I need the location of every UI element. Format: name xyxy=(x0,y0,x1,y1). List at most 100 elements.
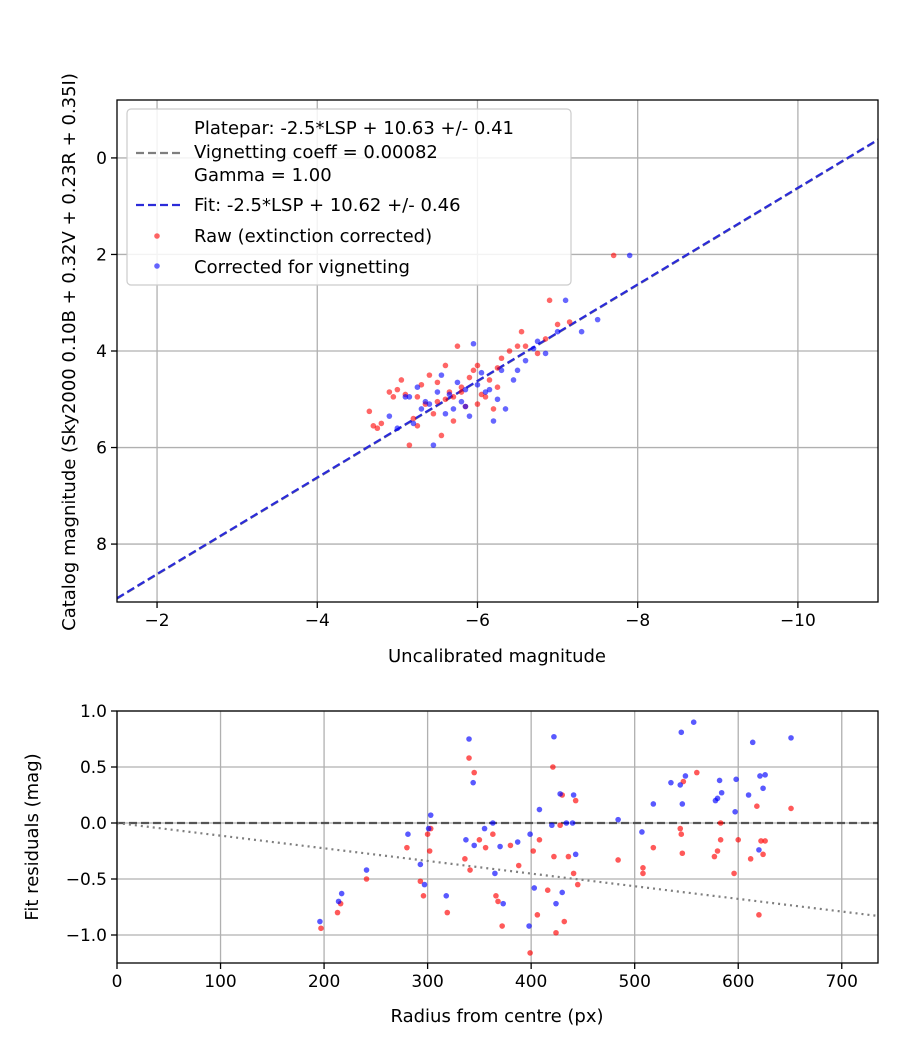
bottom-raw-point xyxy=(615,857,621,863)
top-raw-point xyxy=(454,343,461,349)
legend-platepar-label: Platepar: -2.5*LSP + 10.63 +/- 0.41 xyxy=(194,118,514,139)
bottom-raw-point xyxy=(677,825,684,832)
top-raw-point xyxy=(498,355,505,362)
bottom-raw-point xyxy=(551,853,557,860)
bottom-y-tick-label: 0.0 xyxy=(80,814,107,834)
bottom-raw-point xyxy=(426,848,433,854)
top-corrected-point xyxy=(486,386,493,393)
top-x-axis-label: Uncalibrated magnitude xyxy=(388,646,606,667)
bottom-raw-point xyxy=(404,844,410,851)
bottom-raw-point xyxy=(747,856,754,862)
bottom-corrected-point xyxy=(756,847,762,853)
top-raw-point xyxy=(390,394,397,400)
bottom-raw-point xyxy=(466,755,472,761)
bottom-corrected-point xyxy=(615,816,621,823)
top-corrected-point xyxy=(462,403,469,410)
bottom-raw-point xyxy=(758,838,764,844)
bottom-corrected-point xyxy=(563,820,570,826)
legend-raw-marker xyxy=(154,233,160,239)
top-x-tick-label: −10 xyxy=(780,611,816,631)
bottom-raw-point xyxy=(570,870,577,877)
bottom-corrected-point xyxy=(714,795,721,802)
bottom-raw-point xyxy=(754,803,760,809)
bottom-raw-point xyxy=(530,848,537,854)
bottom-raw-point xyxy=(679,850,686,857)
bottom-corrected-point xyxy=(466,736,472,742)
bottom-raw-point xyxy=(527,950,533,956)
top-corrected-point xyxy=(446,391,453,398)
top-raw-point xyxy=(610,252,617,259)
top-corrected-point xyxy=(386,413,393,419)
bottom-raw-point xyxy=(735,837,742,843)
bottom-corrected-point xyxy=(639,829,645,835)
top-x-tick-label: −2 xyxy=(145,611,170,631)
bottom-raw-point xyxy=(788,805,794,812)
top-corrected-point xyxy=(498,367,505,374)
top-raw-point xyxy=(518,328,525,335)
legend-corrected-label: Corrected for vignetting xyxy=(194,257,410,278)
top-raw-point xyxy=(474,362,481,369)
top-corrected-point xyxy=(462,386,469,393)
top-raw-point xyxy=(386,389,393,395)
bottom-x-tick-label: 600 xyxy=(722,972,754,992)
bottom-x-tick-label: 0 xyxy=(112,972,123,992)
bottom-raw-point xyxy=(565,853,572,860)
bottom-y-tick-label: −0.5 xyxy=(66,870,107,890)
bottom-raw-point xyxy=(550,764,556,770)
bottom-x-tick-label: 400 xyxy=(515,972,547,992)
bottom-raw-point xyxy=(363,876,370,882)
bottom-corrected-point xyxy=(569,820,576,826)
bottom-corrected-point xyxy=(497,843,503,850)
bottom-raw-point xyxy=(490,831,496,837)
top-raw-point xyxy=(494,384,501,391)
top-raw-point xyxy=(522,343,529,349)
bottom-corrected-point xyxy=(492,870,498,877)
bottom-corrected-point xyxy=(463,837,469,843)
bottom-corrected-point xyxy=(718,789,725,796)
bottom-corrected-point xyxy=(553,900,559,907)
top-y-tick-label: 8 xyxy=(96,535,107,555)
bottom-raw-point xyxy=(417,878,424,885)
bottom-corrected-point xyxy=(405,831,411,837)
bottom-raw-point xyxy=(717,837,724,843)
top-corrected-point xyxy=(414,384,421,391)
top-corrected-point xyxy=(426,401,433,407)
top-corrected-point xyxy=(478,369,485,376)
bottom-raw-point xyxy=(507,842,514,849)
bottom-corrected-point xyxy=(527,831,533,837)
bottom-raw-point xyxy=(557,822,563,829)
bottom-corrected-point xyxy=(679,801,686,807)
bottom-raw-point xyxy=(561,918,568,925)
bottom-corrected-point xyxy=(682,773,689,779)
bottom-raw-point xyxy=(544,887,551,893)
top-corrected-point xyxy=(470,340,477,347)
bottom-corrected-point xyxy=(531,885,538,891)
bottom-corrected-point xyxy=(749,739,756,746)
bottom-raw-point xyxy=(534,912,541,918)
top-corrected-point xyxy=(502,406,509,412)
bottom-corrected-point xyxy=(425,825,432,832)
top-raw-point xyxy=(434,379,441,386)
top-y-tick-label: 2 xyxy=(96,245,107,265)
top-corrected-point xyxy=(510,377,517,383)
top-raw-point xyxy=(426,372,433,378)
bottom-corrected-point xyxy=(490,820,496,826)
bottom-raw-point xyxy=(678,831,685,837)
bottom-y-tick-label: 0.5 xyxy=(80,758,107,778)
top-corrected-point xyxy=(434,389,441,395)
top-corrected-point xyxy=(562,297,569,304)
bottom-corrected-point xyxy=(757,773,763,779)
top-raw-point xyxy=(486,377,493,383)
top-corrected-point xyxy=(466,413,473,419)
bottom-corrected-point xyxy=(500,900,506,907)
bottom-corrected-point xyxy=(677,782,684,788)
bottom-corrected-point xyxy=(572,851,579,858)
bottom-raw-point xyxy=(762,838,768,844)
bottom-corrected-point xyxy=(762,772,768,778)
bottom-raw-point xyxy=(495,898,501,905)
bottom-raw-point xyxy=(714,848,721,854)
top-raw-point xyxy=(466,374,473,381)
legend-raw-label: Raw (extinction corrected) xyxy=(194,226,432,247)
top-raw-point xyxy=(546,297,553,304)
bottom-corrected-point xyxy=(650,801,657,807)
